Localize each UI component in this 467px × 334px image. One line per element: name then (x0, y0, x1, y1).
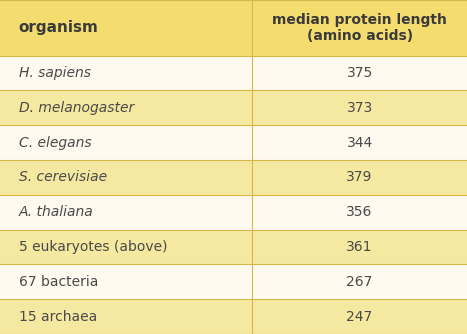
Text: organism: organism (19, 20, 99, 35)
Bar (0, 160, 467, 195)
Bar (0, 125, 467, 160)
Bar (0, 91, 467, 125)
Text: median protein length
(amino acids): median protein length (amino acids) (272, 13, 447, 43)
Bar (0, 230, 467, 265)
Bar (0, 56, 467, 91)
Text: 379: 379 (347, 170, 373, 184)
Text: 15 archaea: 15 archaea (19, 310, 97, 324)
Bar (0, 0, 467, 56)
Text: 67 bacteria: 67 bacteria (19, 275, 98, 289)
Text: 247: 247 (347, 310, 373, 324)
Bar (0, 299, 467, 334)
Text: 5 eukaryotes (above): 5 eukaryotes (above) (19, 240, 167, 254)
Text: 356: 356 (347, 205, 373, 219)
Text: H. sapiens: H. sapiens (19, 66, 91, 80)
Bar (0, 195, 467, 230)
Text: 361: 361 (347, 240, 373, 254)
Text: D. melanogaster: D. melanogaster (19, 101, 134, 115)
Text: 373: 373 (347, 101, 373, 115)
Text: 344: 344 (347, 136, 373, 150)
Text: 375: 375 (347, 66, 373, 80)
Text: C. elegans: C. elegans (19, 136, 92, 150)
Text: S. cerevisiae: S. cerevisiae (19, 170, 107, 184)
Bar (0, 265, 467, 299)
Text: 267: 267 (347, 275, 373, 289)
Text: A. thaliana: A. thaliana (19, 205, 93, 219)
